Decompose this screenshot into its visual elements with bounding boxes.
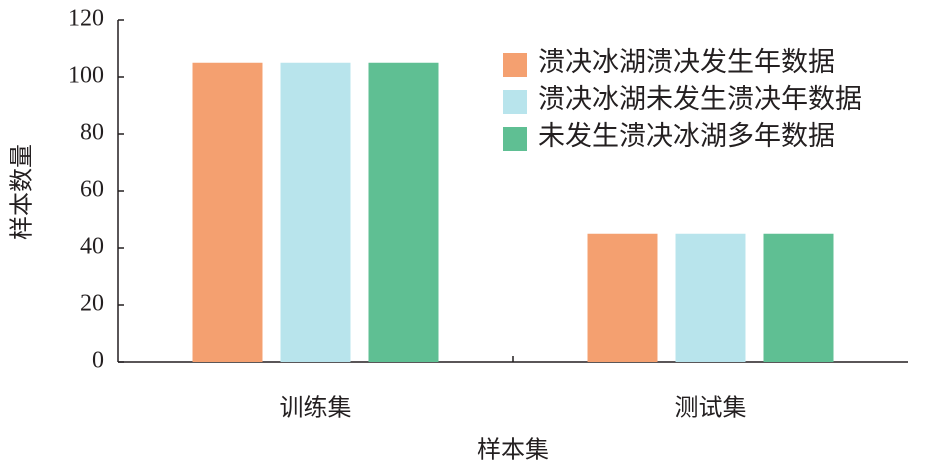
bar — [192, 62, 263, 362]
legend-label: 溃决冰湖溃决发生年数据 — [538, 47, 835, 77]
x-axis-title: 样本集 — [477, 437, 549, 464]
y-tick-label: 100 — [68, 63, 104, 89]
y-axis-title: 样本数量 — [9, 144, 36, 240]
y-tick-label: 20 — [80, 291, 104, 317]
bar — [280, 62, 351, 362]
bar — [675, 233, 746, 362]
legend-swatch — [503, 90, 527, 114]
y-tick-label: 120 — [68, 6, 104, 32]
legend-label: 溃决冰湖未发生溃决年数据 — [538, 84, 862, 114]
x-tick-label: 测试集 — [675, 395, 747, 422]
bar — [368, 62, 439, 362]
legend-label: 未发生溃决冰湖多年数据 — [538, 121, 835, 151]
y-tick-label: 0 — [92, 348, 104, 374]
bar — [763, 233, 834, 362]
y-tick-label: 40 — [80, 234, 104, 260]
bar — [587, 233, 658, 362]
legend-swatch — [503, 127, 527, 151]
y-tick-label: 60 — [80, 177, 104, 203]
y-tick-label: 80 — [80, 120, 104, 146]
x-tick-label: 训练集 — [280, 395, 352, 422]
legend-swatch — [503, 53, 527, 77]
